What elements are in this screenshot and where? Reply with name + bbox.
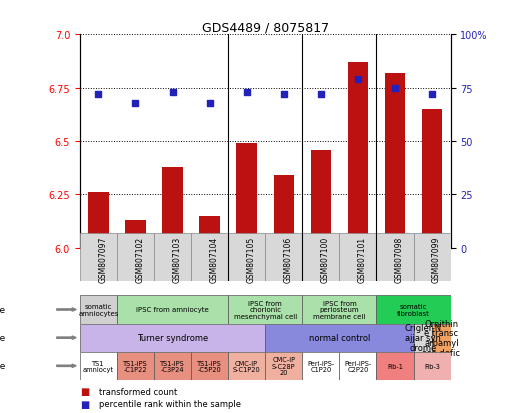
- Text: Peri-iPS-
C1P20: Peri-iPS- C1P20: [307, 360, 334, 372]
- Text: CMC-iP
S-C1P20: CMC-iP S-C1P20: [233, 360, 261, 372]
- Point: [428, 91, 436, 98]
- Bar: [125, 221, 146, 248]
- Text: GSM807099: GSM807099: [432, 236, 441, 282]
- Bar: [80, 234, 117, 281]
- Text: Ornithin
e transc
arbamyl
ase defic: Ornithin e transc arbamyl ase defic: [422, 319, 460, 357]
- Bar: [348, 63, 368, 248]
- Bar: [414, 352, 451, 380]
- Text: disease state: disease state: [0, 333, 5, 342]
- Text: GSM807103: GSM807103: [173, 236, 181, 282]
- Bar: [422, 110, 442, 248]
- Bar: [302, 234, 339, 281]
- Text: normal control: normal control: [308, 333, 370, 342]
- Point: [205, 100, 214, 107]
- Text: iPSC from amniocyte: iPSC from amniocyte: [136, 307, 209, 313]
- Point: [131, 100, 140, 107]
- Bar: [80, 352, 117, 380]
- Text: GSM807097: GSM807097: [98, 236, 107, 282]
- Text: GSM807100: GSM807100: [321, 236, 330, 282]
- Bar: [265, 352, 302, 380]
- Bar: [339, 352, 376, 380]
- Bar: [117, 296, 228, 324]
- Point: [317, 91, 325, 98]
- Bar: [311, 150, 331, 248]
- Bar: [154, 352, 191, 380]
- Text: iPSC from
chorionic
mesenchymal cell: iPSC from chorionic mesenchymal cell: [234, 300, 297, 319]
- Text: Peri-iPS-
C2P20: Peri-iPS- C2P20: [345, 360, 371, 372]
- Bar: [414, 234, 451, 281]
- Text: TS1
amniocyt: TS1 amniocyt: [83, 360, 114, 372]
- Text: GSM807104: GSM807104: [210, 236, 218, 282]
- Text: GSM807105: GSM807105: [247, 236, 255, 282]
- Bar: [385, 74, 405, 248]
- Bar: [162, 167, 183, 248]
- Bar: [228, 352, 265, 380]
- Text: Fib-1: Fib-1: [387, 363, 403, 369]
- Bar: [273, 176, 294, 248]
- Bar: [80, 296, 117, 324]
- Text: Fib-3: Fib-3: [424, 363, 440, 369]
- Bar: [376, 296, 451, 324]
- Text: CMC-iP
S-C28P
20: CMC-iP S-C28P 20: [272, 356, 296, 375]
- Text: iPSC from
periosteum
membrane cell: iPSC from periosteum membrane cell: [313, 300, 366, 319]
- Point: [243, 89, 251, 96]
- Bar: [302, 296, 376, 324]
- Text: somatic
amniocytes: somatic amniocytes: [78, 304, 118, 316]
- Bar: [154, 234, 191, 281]
- Text: GSM807098: GSM807098: [395, 236, 404, 282]
- Text: Turner syndrome: Turner syndrome: [137, 333, 208, 342]
- Point: [168, 89, 177, 96]
- Bar: [376, 234, 414, 281]
- Bar: [302, 352, 339, 380]
- Text: ■: ■: [80, 399, 89, 409]
- Text: TS1-iPS
-C5P20: TS1-iPS -C5P20: [197, 360, 222, 372]
- Text: Crigler-N
ajjar syn
drome: Crigler-N ajjar syn drome: [404, 324, 441, 352]
- Bar: [88, 193, 109, 248]
- Text: cell type: cell type: [0, 305, 5, 314]
- Text: GSM807102: GSM807102: [135, 236, 144, 282]
- Bar: [414, 324, 432, 352]
- Bar: [117, 234, 154, 281]
- Point: [354, 76, 362, 83]
- Text: TS1-iPS
-C3P24: TS1-iPS -C3P24: [160, 360, 185, 372]
- Bar: [199, 216, 220, 248]
- Text: GSM807106: GSM807106: [284, 236, 293, 282]
- Bar: [265, 324, 414, 352]
- Text: transformed count: transformed count: [99, 387, 178, 396]
- Bar: [228, 234, 265, 281]
- Text: ■: ■: [80, 387, 89, 396]
- Bar: [80, 324, 265, 352]
- Text: percentile rank within the sample: percentile rank within the sample: [99, 399, 242, 408]
- Text: TS1-iPS
-C1P22: TS1-iPS -C1P22: [123, 360, 148, 372]
- Bar: [339, 234, 376, 281]
- Bar: [265, 234, 302, 281]
- Bar: [432, 324, 451, 352]
- Text: cell line: cell line: [0, 361, 5, 370]
- Point: [280, 91, 288, 98]
- Bar: [191, 352, 228, 380]
- Text: somatic
fibroblast: somatic fibroblast: [397, 304, 430, 316]
- Point: [391, 85, 399, 92]
- Bar: [376, 352, 414, 380]
- Point: [94, 91, 102, 98]
- Title: GDS4489 / 8075817: GDS4489 / 8075817: [202, 21, 329, 34]
- Text: GSM807101: GSM807101: [358, 236, 367, 282]
- Bar: [117, 352, 154, 380]
- Bar: [228, 296, 302, 324]
- Bar: [236, 144, 257, 248]
- Bar: [191, 234, 228, 281]
